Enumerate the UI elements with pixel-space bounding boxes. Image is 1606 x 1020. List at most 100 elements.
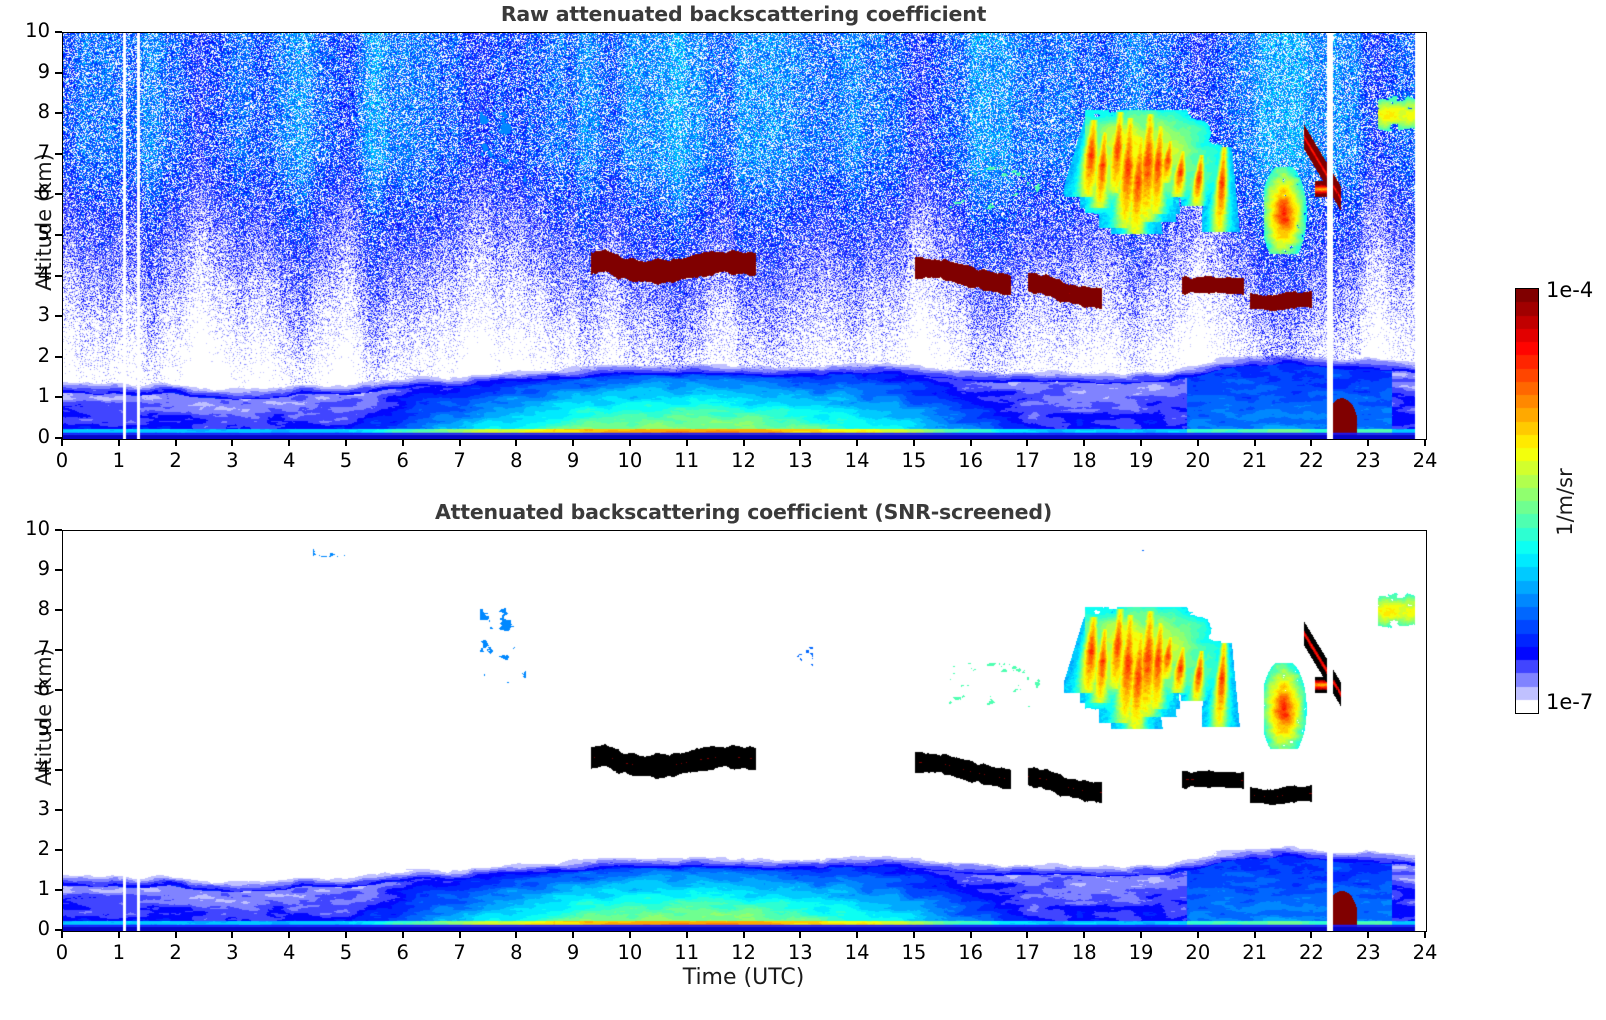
- y-tick-mark: [55, 396, 62, 399]
- x-tick-label: 24: [1412, 449, 1438, 472]
- y-tick-label: 7: [37, 140, 50, 164]
- x-tick-mark: [458, 439, 461, 446]
- screened-backscatter-heatmap: [63, 531, 1426, 931]
- x-tick-mark: [799, 931, 802, 938]
- x-tick-label: 3: [226, 449, 239, 472]
- x-tick-label: 16: [958, 941, 984, 964]
- x-tick-label: 5: [339, 449, 353, 472]
- y-tick-mark: [55, 929, 62, 931]
- colorbar-min-label: 1e-7: [1546, 690, 1594, 714]
- x-tick-label: 3: [226, 941, 239, 964]
- y-tick-label: 2: [37, 837, 50, 860]
- raw-backscatter-heatmap: [63, 33, 1426, 439]
- x-tick-label: 15: [901, 941, 927, 964]
- x-tick-mark: [685, 439, 688, 446]
- x-tick-mark: [344, 931, 347, 938]
- y-tick-mark: [55, 689, 62, 691]
- x-tick-label: 24: [1412, 941, 1438, 964]
- x-tick-mark: [1026, 439, 1029, 446]
- x-tick-mark: [1196, 931, 1199, 938]
- y-tick-mark: [55, 355, 62, 358]
- y-tick-mark: [55, 437, 62, 439]
- x-tick-mark: [1253, 931, 1256, 938]
- x-tick-mark: [515, 931, 518, 938]
- x-tick-label: 8: [510, 449, 523, 472]
- x-tick-label: 7: [453, 449, 466, 472]
- x-tick-label: 4: [282, 941, 296, 964]
- x-tick-mark: [912, 931, 915, 938]
- colorbar: [1515, 288, 1539, 714]
- x-tick-mark: [288, 439, 291, 446]
- x-tick-mark: [1310, 439, 1313, 446]
- x-tick-label: 19: [1128, 941, 1154, 964]
- x-tick-mark: [856, 439, 859, 446]
- x-tick-mark: [572, 439, 575, 446]
- x-tick-label: 7: [453, 941, 466, 964]
- x-tick-mark: [799, 439, 802, 446]
- y-tick-mark: [55, 31, 62, 33]
- x-tick-mark: [1083, 439, 1086, 446]
- panel-screened-title: Attenuated backscattering coefficient (S…: [434, 500, 1053, 524]
- y-tick-label: 9: [37, 557, 50, 580]
- x-tick-mark: [856, 931, 859, 938]
- y-tick-label: 10: [25, 19, 50, 42]
- x-tick-label: 12: [731, 941, 756, 964]
- y-tick-label: 2: [37, 343, 50, 367]
- x-tick-label: 19: [1128, 449, 1154, 472]
- x-tick-label: 2: [169, 449, 182, 472]
- x-tick-label: 17: [1015, 449, 1040, 472]
- y-tick-mark: [55, 71, 62, 74]
- y-tick-label: 3: [37, 797, 50, 820]
- x-tick-label: 22: [1298, 941, 1324, 964]
- y-tick-label: 7: [37, 637, 50, 660]
- y-tick-mark: [55, 609, 62, 611]
- y-tick-label: 6: [37, 181, 50, 205]
- x-tick-mark: [401, 931, 404, 938]
- y-tick-mark: [55, 274, 62, 277]
- x-tick-label: 13: [787, 941, 813, 964]
- x-tick-label: 17: [1015, 941, 1040, 964]
- x-tick-mark: [628, 439, 631, 446]
- x-tick-label: 13: [787, 449, 813, 472]
- x-tick-label: 0: [55, 941, 69, 964]
- x-tick-mark: [1310, 931, 1313, 938]
- y-tick-label: 8: [37, 100, 50, 124]
- x-tick-label: 22: [1298, 449, 1324, 472]
- x-tick-label: 11: [674, 941, 700, 964]
- x-tick-mark: [231, 439, 234, 446]
- x-tick-mark: [515, 439, 518, 446]
- x-tick-label: 1: [112, 449, 125, 472]
- y-tick-label: 1: [37, 877, 50, 900]
- x-tick-label: 11: [674, 449, 700, 472]
- x-tick-label: 21: [1242, 449, 1268, 472]
- x-tick-label: 14: [844, 941, 870, 964]
- y-tick-mark: [55, 809, 62, 811]
- x-tick-mark: [1367, 931, 1370, 938]
- y-tick-label: 4: [37, 262, 50, 286]
- y-tick-mark: [55, 529, 62, 531]
- colorbar-axis-label: 1/m/sr: [1553, 468, 1577, 536]
- y-tick-label: 1: [37, 384, 50, 408]
- x-tick-mark: [912, 439, 915, 446]
- x-tick-mark: [174, 439, 177, 446]
- x-tick-label: 2: [169, 941, 182, 964]
- y-tick-label: 0: [37, 425, 50, 448]
- x-tick-label: 5: [339, 941, 353, 964]
- x-tick-label: 20: [1185, 449, 1211, 472]
- x-tick-label: 20: [1185, 941, 1211, 964]
- x-tick-mark: [1367, 439, 1370, 446]
- x-tick-mark: [628, 931, 631, 938]
- x-tick-mark: [969, 931, 972, 938]
- y-tick-label: 8: [37, 597, 50, 620]
- x-tick-label: 18: [1071, 449, 1097, 472]
- y-tick-mark: [55, 649, 62, 651]
- x-tick-label: 6: [396, 449, 409, 472]
- x-tick-mark: [1424, 931, 1426, 938]
- y-tick-mark: [55, 849, 62, 851]
- x-tick-mark: [61, 439, 63, 446]
- x-tick-label: 16: [958, 449, 984, 472]
- x-tick-mark: [401, 439, 404, 446]
- y-tick-label: 6: [37, 677, 50, 700]
- x-tick-mark: [1140, 931, 1143, 938]
